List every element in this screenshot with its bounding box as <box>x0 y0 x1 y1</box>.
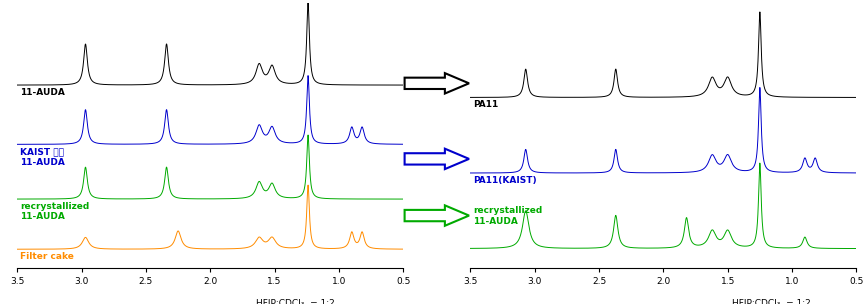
Text: PA11(KAIST): PA11(KAIST) <box>473 176 536 185</box>
X-axis label: HFIP:CDCl₃  = 1:2: HFIP:CDCl₃ = 1:2 <box>256 299 335 304</box>
Text: 11-AUDA: 11-AUDA <box>20 88 65 97</box>
Polygon shape <box>405 73 469 94</box>
X-axis label: HFIP:CDCl₃  = 1:2: HFIP:CDCl₃ = 1:2 <box>732 299 811 304</box>
Polygon shape <box>405 149 469 169</box>
Text: recrystallized
11-AUDA: recrystallized 11-AUDA <box>20 202 89 221</box>
Text: PA11: PA11 <box>473 100 498 109</box>
Text: KAIST 제공
11-AUDA: KAIST 제공 11-AUDA <box>20 147 65 167</box>
Polygon shape <box>405 206 469 226</box>
Text: recrystallized
11-AUDA: recrystallized 11-AUDA <box>473 206 542 226</box>
Text: Filter cake: Filter cake <box>20 252 74 261</box>
